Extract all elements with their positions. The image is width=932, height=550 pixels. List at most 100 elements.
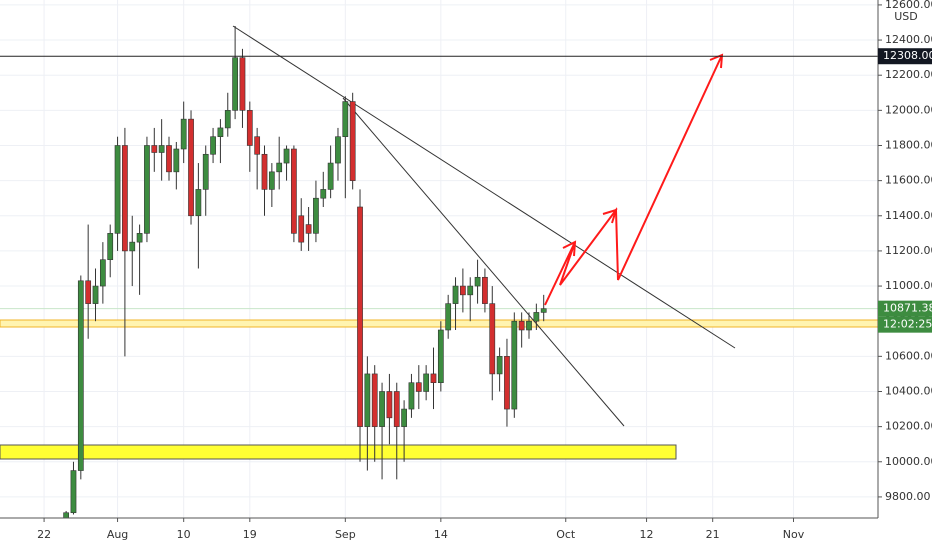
y-tick-label: 12600.00	[885, 0, 932, 11]
x-tick-label: 14	[434, 528, 448, 541]
candle-body	[77, 280, 84, 471]
candle-body	[349, 101, 356, 181]
candle-body	[526, 320, 532, 331]
candle-body	[437, 329, 444, 384]
x-tick-label: Nov	[783, 528, 805, 541]
candle-body	[180, 118, 187, 150]
y-tick-label: 11800.00	[885, 138, 932, 151]
trend-line	[232, 25, 736, 349]
candle-body	[217, 127, 224, 138]
candle-body	[408, 382, 415, 410]
candle-body	[224, 110, 231, 129]
candle-body	[268, 171, 275, 190]
candle-body	[261, 153, 268, 190]
candle-body	[335, 136, 341, 164]
candle-body	[136, 233, 143, 243]
price-labels: 12308.00 10871.38 12:02:25	[878, 48, 932, 333]
x-tick-label: Oct	[556, 528, 576, 541]
y-tick-label: 10000.00	[885, 455, 932, 468]
candle-body	[504, 356, 510, 410]
x-tick-label: Sep	[335, 528, 356, 541]
x-tick-label: 12	[640, 528, 654, 541]
candle-body	[305, 224, 312, 234]
candle-body	[371, 373, 378, 427]
candle-body	[239, 57, 246, 111]
candle-body	[540, 308, 547, 313]
countdown: 12:02:25	[883, 318, 932, 331]
y-tick-label: 12200.00	[885, 68, 932, 81]
currency-label: USD	[894, 10, 918, 23]
arrow-head	[562, 240, 577, 257]
candle-body	[489, 303, 496, 375]
candle-body	[415, 382, 422, 392]
arrow-head	[602, 208, 618, 224]
candle-body	[386, 391, 393, 419]
candle-body	[195, 189, 202, 217]
candle-body	[114, 145, 121, 234]
candle-body	[107, 233, 114, 261]
countdown-box	[878, 316, 932, 333]
candle-body	[364, 373, 371, 427]
arrow-head	[709, 53, 724, 69]
x-tick-label: 22	[37, 528, 51, 541]
candle-body	[379, 391, 385, 427]
candle-body	[92, 285, 99, 304]
candle-body	[342, 101, 349, 138]
candle-body	[232, 57, 238, 111]
y-tick-label: 11600.00	[885, 174, 932, 187]
level-price-box	[878, 48, 932, 65]
candle-body	[129, 241, 136, 252]
candle-body	[173, 148, 180, 173]
level-price: 12308.00	[883, 49, 932, 62]
candles	[63, 26, 547, 522]
candle-body	[291, 148, 297, 234]
candle-body	[423, 373, 430, 392]
candle-body	[401, 408, 407, 427]
candle-body	[63, 512, 69, 519]
price-axis	[878, 0, 932, 550]
resistance-band	[0, 319, 879, 328]
projection-arrows	[544, 53, 724, 306]
y-tick-label: 10600.00	[885, 349, 932, 362]
candle-body	[99, 259, 106, 287]
candle-body	[158, 145, 165, 153]
candle-body	[144, 145, 150, 234]
last-price-box	[878, 300, 932, 317]
y-tick-label: 12400.00	[885, 33, 932, 46]
candle-body	[151, 145, 158, 153]
candle-body	[327, 162, 334, 190]
y-tick-label: 11400.00	[885, 209, 932, 222]
candle-body	[254, 136, 261, 155]
y-tick-label: 11000.00	[885, 279, 932, 292]
candle-body	[283, 148, 290, 164]
candle-body	[210, 136, 216, 155]
candle-body	[511, 320, 518, 410]
support-zone	[0, 444, 677, 460]
candle-body	[533, 312, 540, 322]
x-tick-label: 21	[706, 528, 720, 541]
time-axis	[0, 518, 932, 550]
candle-body	[482, 276, 488, 304]
candle-body	[202, 153, 209, 190]
x-tick-label: 19	[243, 528, 257, 541]
trend-line	[342, 97, 625, 427]
candle-body	[460, 285, 466, 296]
candle-body	[452, 285, 459, 304]
axis-labels: 9800.00 10000.00 10200.00 10400.00 10600.00 1…	[37, 0, 932, 541]
candle-body	[188, 118, 194, 217]
candle-body	[166, 145, 172, 173]
y-tick-label: 10200.00	[885, 420, 932, 433]
candle-body	[445, 303, 452, 331]
candle-body	[276, 162, 283, 173]
y-tick-label: 11200.00	[885, 244, 932, 257]
y-tick-label: 12000.00	[885, 103, 932, 116]
candle-body	[313, 197, 319, 234]
x-tick-label: 10	[177, 528, 191, 541]
candle-body	[430, 373, 437, 384]
y-tick-label: 9800.00	[885, 490, 931, 503]
x-tick-label: Aug	[107, 528, 128, 541]
candle-body	[246, 110, 253, 146]
candle-body	[122, 145, 128, 252]
candle-body	[85, 280, 92, 304]
